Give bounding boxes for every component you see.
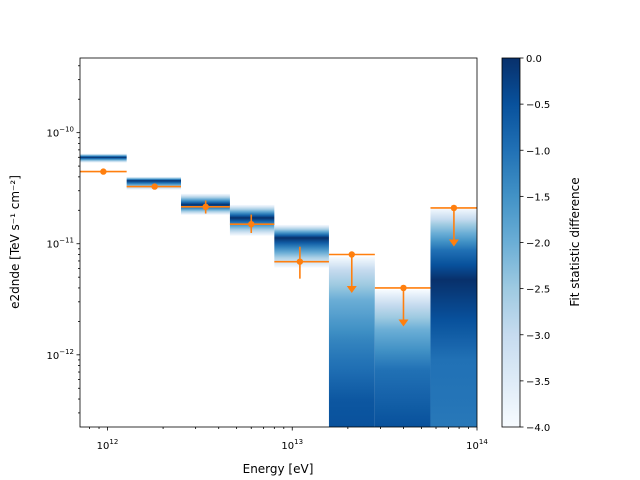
colorbar-tick-label: 0.0 [526,54,542,65]
upper-limit-arrow-icon [398,319,409,327]
colorbar-tick-label: −3.0 [526,331,550,342]
plot-frame [79,57,478,428]
colorbar: 0.0 −0.5 −1.0 −1.5 −2.0 −2.5 −3.0 −3.5 −4.0 [501,54,550,434]
point-marker [202,203,209,211]
colorbar-tick-label: −0.5 [526,100,550,111]
upper-limit-point [374,284,431,327]
point-marker [450,204,458,212]
point-marker [151,183,158,190]
x-tick-label: 1013 [281,438,303,452]
y-tick-label: 10−10 [46,126,74,140]
flux-point [126,183,182,190]
colorbar-label: Fit statistic difference [568,177,582,306]
y-tick-label: 10−11 [46,237,74,251]
upper-limit-arrow-icon [346,286,357,294]
y-tick-label: 10−12 [46,348,74,362]
flux-point [80,168,127,175]
x-axis-label: Energy [eV] [243,462,314,476]
flux-point [181,200,230,214]
colorbar-tick-label: −4.0 [526,423,550,434]
upper-limit-arrow-icon [448,239,459,247]
upper-limit-point [430,204,477,247]
x-tick-label: 1012 [97,438,119,452]
colorbar-tick-label: −1.0 [526,146,550,157]
profile-bin [229,204,275,236]
point-marker [348,251,355,258]
point-marker [248,220,255,228]
colorbar-tick-label: −2.5 [526,285,550,296]
colorbar-tick-label: −2.0 [526,239,550,250]
axis-ticks: 1012 1013 1014 10−10 10−11 10−12 [46,65,488,452]
profile-bin [80,153,127,163]
colorbar-tick-label: −3.5 [526,377,550,388]
point-marker [296,258,304,265]
x-tick-label: 1014 [466,438,488,452]
upper-limit-point [328,251,375,294]
flux-points [80,168,477,327]
y-axis-label: e2dnde [TeV s⁻¹ cm⁻²] [8,175,22,309]
point-marker [100,168,107,175]
colorbar-tick-label: −1.5 [526,192,550,203]
profile-bin [374,289,431,427]
colorbar-gradient [501,57,521,428]
flux-point [229,214,275,233]
flux-point [274,246,329,279]
point-marker [400,284,407,292]
